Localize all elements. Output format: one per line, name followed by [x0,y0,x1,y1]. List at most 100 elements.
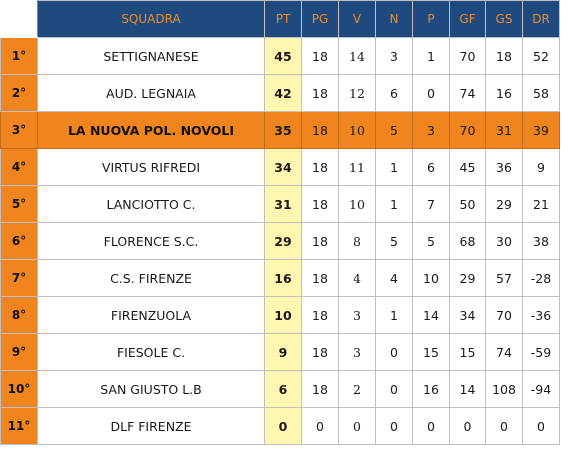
team-name-cell: LA NUOVA POL. NOVOLI [37,111,265,149]
played-cell: 18 [301,222,339,260]
goal-diff-cell: -28 [522,259,560,297]
drawn-cell: 1 [375,148,413,186]
goal-diff-cell: 21 [522,185,560,223]
won-cell: 10 [338,185,376,223]
team-name-cell: FLORENCE S.C. [37,222,265,260]
header-p: P [412,0,450,38]
points-cell: 42 [264,74,302,112]
position-cell: 3° [0,111,38,149]
goals-against-cell: 0 [485,407,523,445]
position-cell: 4° [0,148,38,186]
header-corner [0,0,38,38]
goals-for-cell: 15 [449,333,486,371]
team-name-cell: VIRTUS RIFREDI [37,148,265,186]
header-gs: GS [485,0,523,38]
table-row: 11° DLF FIRENZE 0 0 0 0 0 0 0 0 [0,407,560,445]
drawn-cell: 0 [375,370,413,408]
table-row: 2° AUD. LEGNAIA 42 18 12 6 0 74 16 58 [0,74,560,112]
position-cell: 11° [0,407,38,445]
lost-cell: 10 [412,259,450,297]
goals-against-cell: 31 [485,111,523,149]
table-row: 6° FLORENCE S.C. 29 18 8 5 5 68 30 38 [0,222,560,260]
position-cell: 6° [0,222,38,260]
goal-diff-cell: 0 [522,407,560,445]
standings-table: SQUADRA PT PG V N P GF GS DR 1° SETTIGNAN… [0,0,560,445]
points-cell: 9 [264,333,302,371]
won-cell: 4 [338,259,376,297]
lost-cell: 0 [412,74,450,112]
header-pt: PT [264,0,302,38]
goals-against-cell: 108 [485,370,523,408]
table-row: 1° SETTIGNANESE 45 18 14 3 1 70 18 52 [0,37,560,75]
goals-for-cell: 74 [449,74,486,112]
won-cell: 8 [338,222,376,260]
lost-cell: 0 [412,407,450,445]
team-name-cell: AUD. LEGNAIA [37,74,265,112]
position-cell: 2° [0,74,38,112]
points-cell: 16 [264,259,302,297]
position-cell: 5° [0,185,38,223]
drawn-cell: 0 [375,407,413,445]
played-cell: 18 [301,333,339,371]
goals-against-cell: 57 [485,259,523,297]
position-cell: 1° [0,37,38,75]
goals-against-cell: 16 [485,74,523,112]
position-cell: 7° [0,259,38,297]
goal-diff-cell: 52 [522,37,560,75]
points-cell: 35 [264,111,302,149]
position-cell: 9° [0,333,38,371]
points-cell: 29 [264,222,302,260]
lost-cell: 3 [412,111,450,149]
team-name-cell: LANCIOTTO C. [37,185,265,223]
played-cell: 18 [301,148,339,186]
won-cell: 3 [338,296,376,334]
played-cell: 0 [301,407,339,445]
goals-for-cell: 34 [449,296,486,334]
goal-diff-cell: 58 [522,74,560,112]
goals-against-cell: 29 [485,185,523,223]
goals-against-cell: 30 [485,222,523,260]
won-cell: 12 [338,74,376,112]
won-cell: 10 [338,111,376,149]
table-row: 3° LA NUOVA POL. NOVOLI 35 18 10 5 3 70 31 39 [0,111,560,149]
lost-cell: 1 [412,37,450,75]
goals-against-cell: 70 [485,296,523,334]
goal-diff-cell: -94 [522,370,560,408]
goal-diff-cell: 38 [522,222,560,260]
points-cell: 6 [264,370,302,408]
goals-for-cell: 45 [449,148,486,186]
played-cell: 18 [301,296,339,334]
drawn-cell: 1 [375,185,413,223]
goal-diff-cell: -36 [522,296,560,334]
goals-for-cell: 68 [449,222,486,260]
table-row: 8° FIRENZUOLA 10 18 3 1 14 34 70 -36 [0,296,560,334]
header-pg: PG [301,0,339,38]
drawn-cell: 0 [375,333,413,371]
lost-cell: 15 [412,333,450,371]
lost-cell: 16 [412,370,450,408]
lost-cell: 14 [412,296,450,334]
drawn-cell: 1 [375,296,413,334]
goal-diff-cell: 9 [522,148,560,186]
points-cell: 10 [264,296,302,334]
goals-for-cell: 29 [449,259,486,297]
played-cell: 18 [301,74,339,112]
drawn-cell: 5 [375,222,413,260]
played-cell: 18 [301,259,339,297]
team-name-cell: SAN GIUSTO L.B [37,370,265,408]
goals-against-cell: 36 [485,148,523,186]
lost-cell: 7 [412,185,450,223]
table-row: 4° VIRTUS RIFREDI 34 18 11 1 6 45 36 9 [0,148,560,186]
played-cell: 18 [301,111,339,149]
points-cell: 45 [264,37,302,75]
points-cell: 34 [264,148,302,186]
goals-for-cell: 70 [449,111,486,149]
table-row: 5° LANCIOTTO C. 31 18 10 1 7 50 29 21 [0,185,560,223]
table-row: 10° SAN GIUSTO L.B 6 18 2 0 16 14 108 -94 [0,370,560,408]
drawn-cell: 5 [375,111,413,149]
team-name-cell: FIESOLE C. [37,333,265,371]
goals-for-cell: 0 [449,407,486,445]
header-v: V [338,0,376,38]
team-name-cell: DLF FIRENZE [37,407,265,445]
drawn-cell: 3 [375,37,413,75]
